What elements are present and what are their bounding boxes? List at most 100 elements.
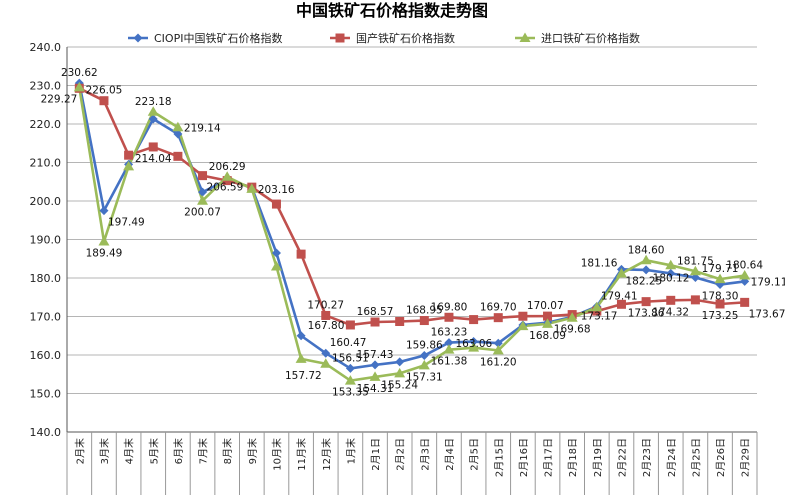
y-tick-label: 240.0 xyxy=(30,41,62,54)
data-point xyxy=(493,313,503,323)
x-tick-label: 7月末 xyxy=(197,438,210,464)
data-label: 169.68 xyxy=(554,324,591,336)
data-label: 200.07 xyxy=(184,207,221,219)
data-label: 189.49 xyxy=(86,247,123,259)
data-point xyxy=(419,351,429,361)
data-point xyxy=(517,320,529,331)
y-tick-label: 230.0 xyxy=(30,80,62,93)
data-label: 168.09 xyxy=(529,330,566,342)
data-point xyxy=(665,259,677,270)
x-tick-label: 2月29日 xyxy=(740,438,752,477)
data-label: 167.80 xyxy=(308,320,345,332)
data-label: 181.16 xyxy=(581,258,618,270)
data-label: 155.24 xyxy=(381,379,418,391)
data-label: 173.25 xyxy=(702,310,739,322)
data-point xyxy=(394,367,406,378)
legend: CIOPI中国铁矿石价格指数 国产铁矿石价格指数 进口铁矿石价格指数 xyxy=(128,31,640,45)
data-label: 170.27 xyxy=(307,299,344,311)
x-tick-label: 2月5日 xyxy=(469,438,481,471)
y-tick-label: 220.0 xyxy=(30,118,62,131)
data-point xyxy=(271,199,281,209)
data-point xyxy=(345,320,355,330)
data-label: 153.35 xyxy=(332,387,369,399)
x-tick-label: 4月末 xyxy=(123,438,136,464)
x-tick-label: 10月末 xyxy=(270,438,283,471)
data-point xyxy=(296,331,306,341)
data-label: 181.75 xyxy=(677,255,714,267)
y-tick-label: 200.0 xyxy=(30,195,62,208)
data-label: 206.59 xyxy=(207,182,244,194)
data-point xyxy=(689,265,701,276)
y-tick-label: 210.0 xyxy=(30,157,62,170)
x-tick-label: 2月19日 xyxy=(592,438,604,477)
x-tick-label: 2月2日 xyxy=(395,438,407,471)
data-point xyxy=(469,337,479,347)
series-line xyxy=(78,87,745,382)
data-point xyxy=(99,206,109,216)
x-tick-label: 2月24日 xyxy=(666,438,678,477)
data-label: 206.29 xyxy=(209,161,246,173)
data-label: 159.86 xyxy=(406,340,443,352)
data-label: 168.95 xyxy=(406,305,443,317)
data-point xyxy=(493,338,503,348)
data-label: 161.38 xyxy=(431,356,468,368)
x-tick-label: 1月末 xyxy=(344,438,357,464)
y-tick-label: 160.0 xyxy=(30,349,62,362)
x-tick-label: 8月末 xyxy=(221,438,234,464)
data-point xyxy=(73,81,85,92)
x-tick-label: 6月末 xyxy=(172,438,185,464)
data-point xyxy=(320,358,332,368)
series-layer xyxy=(73,78,751,385)
data-point xyxy=(666,295,676,305)
data-label: 169.80 xyxy=(431,301,468,313)
y-tick-label: 170.0 xyxy=(30,311,62,324)
data-point xyxy=(295,353,307,363)
data-point xyxy=(418,359,430,370)
data-label: 157.31 xyxy=(406,371,443,383)
data-label: 174.32 xyxy=(652,306,689,318)
data-point xyxy=(321,310,331,320)
data-point xyxy=(370,317,380,327)
data-point xyxy=(321,348,331,358)
data-point xyxy=(270,260,282,271)
data-point xyxy=(395,317,405,327)
data-label: 154.31 xyxy=(357,383,394,395)
data-label: 157.43 xyxy=(357,349,394,361)
y-tick-label: 150.0 xyxy=(30,388,62,401)
legend-marker xyxy=(519,32,531,42)
data-point xyxy=(566,312,578,322)
data-point xyxy=(123,160,135,171)
data-point xyxy=(492,344,504,355)
data-point xyxy=(740,297,750,307)
x-tick-label: 2月18日 xyxy=(567,438,579,477)
data-point xyxy=(666,268,676,278)
data-point xyxy=(518,311,528,321)
data-label: 173.86 xyxy=(628,308,665,320)
x-tick-label: 2月26日 xyxy=(715,438,727,477)
data-point xyxy=(444,312,454,322)
data-point xyxy=(690,295,700,305)
data-point xyxy=(715,299,725,309)
data-label: 173.17 xyxy=(581,310,618,322)
data-point xyxy=(148,114,158,124)
data-label: 156.51 xyxy=(332,352,369,364)
data-point xyxy=(640,254,652,265)
data-point xyxy=(370,360,380,370)
data-point xyxy=(543,311,553,321)
data-point xyxy=(615,268,627,278)
x-tick-label: 2月15日 xyxy=(493,438,505,477)
x-tick-label: 2月1日 xyxy=(370,438,382,471)
data-label: 173.67 xyxy=(749,308,785,320)
data-label: 170.07 xyxy=(527,300,564,312)
data-label: 180.64 xyxy=(726,260,763,272)
data-label: 180.12 xyxy=(653,273,690,285)
data-label: 223.18 xyxy=(135,96,172,108)
x-tick-label: 3月末 xyxy=(98,438,111,464)
data-point xyxy=(714,273,726,284)
data-label: 160.47 xyxy=(330,337,367,349)
data-label: 157.72 xyxy=(285,370,322,382)
data-point xyxy=(296,249,306,259)
data-label: 184.60 xyxy=(628,244,665,256)
x-tick-label: 2月4日 xyxy=(444,438,456,471)
y-tick-label: 140.0 xyxy=(30,426,62,439)
